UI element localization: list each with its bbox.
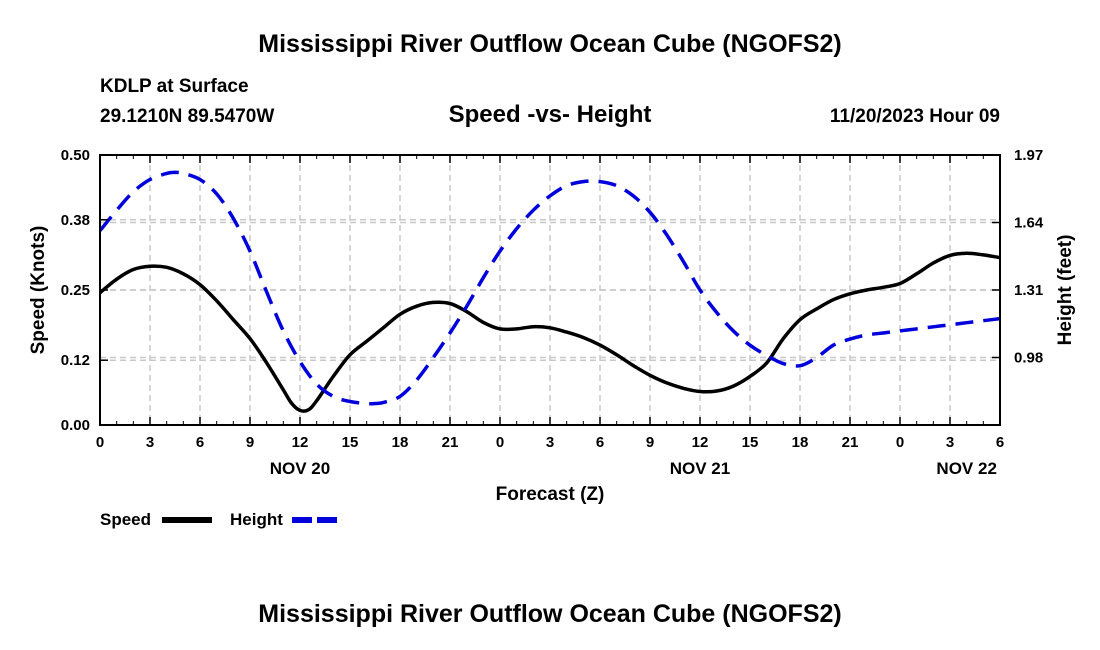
x-tick-label: 21 xyxy=(842,434,859,451)
x-tick-label: 18 xyxy=(392,434,409,451)
y-tick-label: 0.12 xyxy=(61,352,90,369)
y-tick-label: 0.25 xyxy=(61,282,90,299)
x-tick-label: 6 xyxy=(996,434,1004,451)
date-label: NOV 22 xyxy=(936,459,996,478)
speed-series-line xyxy=(100,251,1000,413)
x-tick-label: 3 xyxy=(546,434,554,451)
x-tick-label: 6 xyxy=(596,434,604,451)
y2-tick-label: 1.64 xyxy=(1014,215,1044,232)
x-tick-label: 9 xyxy=(646,434,654,451)
x-tick-label: 0 xyxy=(96,434,104,451)
x-tick-label: 15 xyxy=(342,434,359,451)
x-tick-label: 6 xyxy=(196,434,204,451)
y2-tick-label: 1.97 xyxy=(1014,147,1043,164)
x-tick-label: 9 xyxy=(246,434,254,451)
x-tick-label: 3 xyxy=(146,434,154,451)
chart-ticks xyxy=(99,154,1001,426)
chart-main-title: Mississippi River Outflow Ocean Cube (NG… xyxy=(258,30,842,58)
y2-axis-label: Height (feet) xyxy=(1055,235,1076,346)
x-tick-label: 15 xyxy=(742,434,759,451)
chart-legend: Speed Height xyxy=(100,510,342,529)
y-axis-label: Speed (Knots) xyxy=(28,226,49,355)
legend-speed-label: Speed xyxy=(100,510,151,529)
chart-labels: 0 3 6 9 12 15 18 21 0 3 6 9 12 15 18 21 0 3 6 0.00 0.12 0.25 0… xyxy=(28,147,1076,505)
y-tick-label: 0.38 xyxy=(61,212,90,229)
forecast-datetime: 11/20/2023 Hour 09 xyxy=(829,106,1000,127)
x-tick-label: 3 xyxy=(946,434,954,451)
x-tick-label: 21 xyxy=(442,434,459,451)
x-axis-label: Forecast (Z) xyxy=(496,484,605,505)
station-coordinates: 29.1210N 89.5470W xyxy=(100,106,275,127)
y2-tick-label: 0.98 xyxy=(1014,350,1043,367)
chart-subtitle: Speed -vs- Height xyxy=(448,101,652,128)
station-label: KDLP at Surface xyxy=(100,76,249,97)
footer-title: Mississippi River Outflow Ocean Cube (NG… xyxy=(258,600,842,628)
x-tick-label: 12 xyxy=(292,434,309,451)
x-tick-label: 0 xyxy=(496,434,504,451)
chart-series xyxy=(100,170,1000,413)
date-label: NOV 21 xyxy=(670,459,730,478)
x-tick-label: 12 xyxy=(692,434,709,451)
x-tick-label: 18 xyxy=(792,434,809,451)
date-label: NOV 20 xyxy=(270,459,330,478)
legend-height-label: Height xyxy=(230,510,283,529)
height-series-line xyxy=(100,170,1000,406)
y-tick-label: 0.00 xyxy=(61,417,90,434)
y2-tick-label: 1.31 xyxy=(1014,282,1043,299)
y-tick-label: 0.50 xyxy=(61,147,90,164)
x-tick-label: 0 xyxy=(896,434,904,451)
